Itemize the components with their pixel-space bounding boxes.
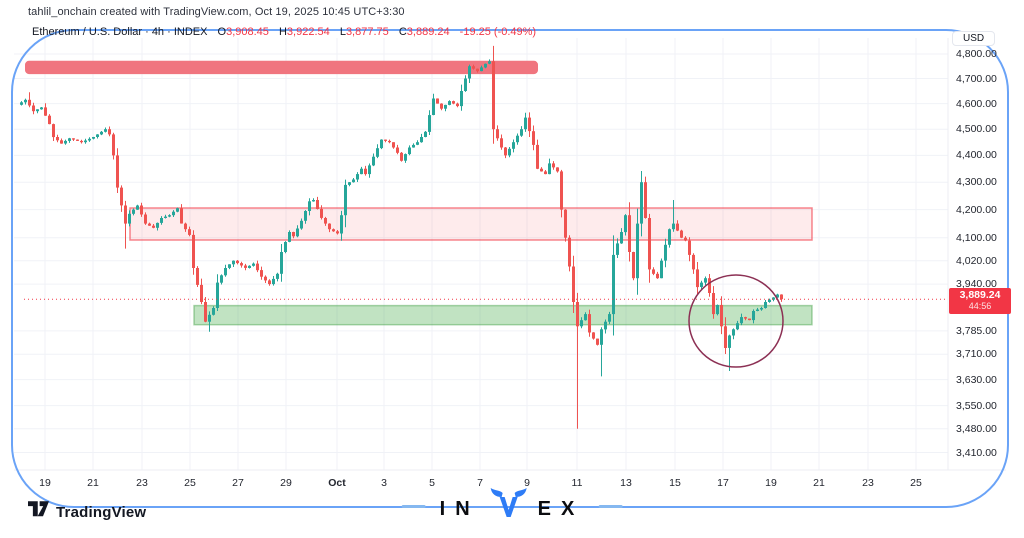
invex-watermark: IN EX [401,487,623,526]
high-label: H [278,26,287,38]
supply-band-upper [25,60,538,75]
price-axis-label: 3,630.00 [956,373,997,386]
open-label: O [217,26,227,38]
price-axis-label: 4,020.00 [956,254,997,267]
snapshot-credit: tahlil_onchain created with TradingView.… [28,6,405,18]
price-axis-label: 3,480.00 [956,422,997,435]
price-axis-label: 4,500.00 [956,123,997,136]
watermark-text-ex: EX [537,498,585,520]
price-axis-label: 4,400.00 [956,149,997,162]
price-axis-label: 3,940.00 [956,278,997,291]
time-axis-label: 7 [477,477,483,489]
price-axis-label: 4,200.00 [956,203,997,216]
credit-text: tahlil_onchain created with TradingView.… [28,6,405,18]
close-label: C [398,26,407,38]
last-price-badge: 3,889.24 44:56 [949,288,1011,314]
high-value: 3,922.54 [286,26,330,38]
price-axis-label: 4,800.00 [956,48,997,60]
time-axis-label: Oct [328,477,346,489]
tradingview-glyph-icon [28,501,49,523]
last-price-value: 3,889.24 [959,289,1001,302]
time-axis-label: 13 [620,477,632,489]
price-axis-label: 4,100.00 [956,231,997,244]
currency-toggle[interactable]: USD [952,31,996,46]
time-axis-label: 21 [87,477,99,489]
bar-countdown: 44:56 [968,300,992,311]
price-axis-label: 3,410.00 [956,446,997,459]
watermark-text-in: IN [439,498,480,520]
low-label: L [339,26,346,38]
symbol-legend[interactable]: Ethereum / U.S. Dollar · 4h · INDEX O3,9… [32,26,536,38]
time-axis-label: 23 [862,477,874,489]
resistance-zone [129,207,813,241]
price-axis-label: 3,710.00 [956,348,997,361]
time-axis-label: 29 [280,477,292,489]
low-value: 3,877.75 [345,26,389,38]
time-axis-label: 3 [381,477,387,489]
time-axis-label: 25 [184,477,196,489]
time-axis-label: 23 [136,477,148,489]
time-axis-label: 9 [524,477,530,489]
time-axis-label: 21 [813,477,825,489]
watermark-left-dash [401,505,426,508]
time-axis-label: 19 [39,477,51,489]
close-value: 3,889.24 [406,26,450,38]
bull-horns-v-icon [490,487,527,526]
circle-annotation [688,274,784,368]
currency-label: USD [963,33,985,44]
tradingview-logo[interactable]: TradingView [28,501,146,523]
price-axis-label: 4,700.00 [956,72,997,85]
price-axis-label: 3,550.00 [956,399,997,412]
watermark-right-dash [598,505,623,508]
change-value: -19.25 (-0.49%) [459,26,537,38]
time-axis-label: 15 [669,477,681,489]
open-value: 3,908.45 [226,26,269,38]
price-axis-label: 4,600.00 [956,97,997,110]
time-axis-label: 27 [232,477,244,489]
time-axis-label: 19 [765,477,777,489]
symbol-title[interactable]: Ethereum / U.S. Dollar · 4h · INDEX [32,26,208,38]
time-axis-label: 17 [717,477,729,489]
time-axis-label: 25 [910,477,922,489]
blue-frame-border [11,29,1009,508]
time-axis-label: 11 [571,477,583,489]
price-axis-label: 3,785.00 [956,324,997,337]
support-zone [193,304,813,326]
time-axis-label: 5 [429,477,435,489]
tradingview-wordmark: TradingView [56,503,147,521]
price-axis-label: 4,300.00 [956,176,997,189]
